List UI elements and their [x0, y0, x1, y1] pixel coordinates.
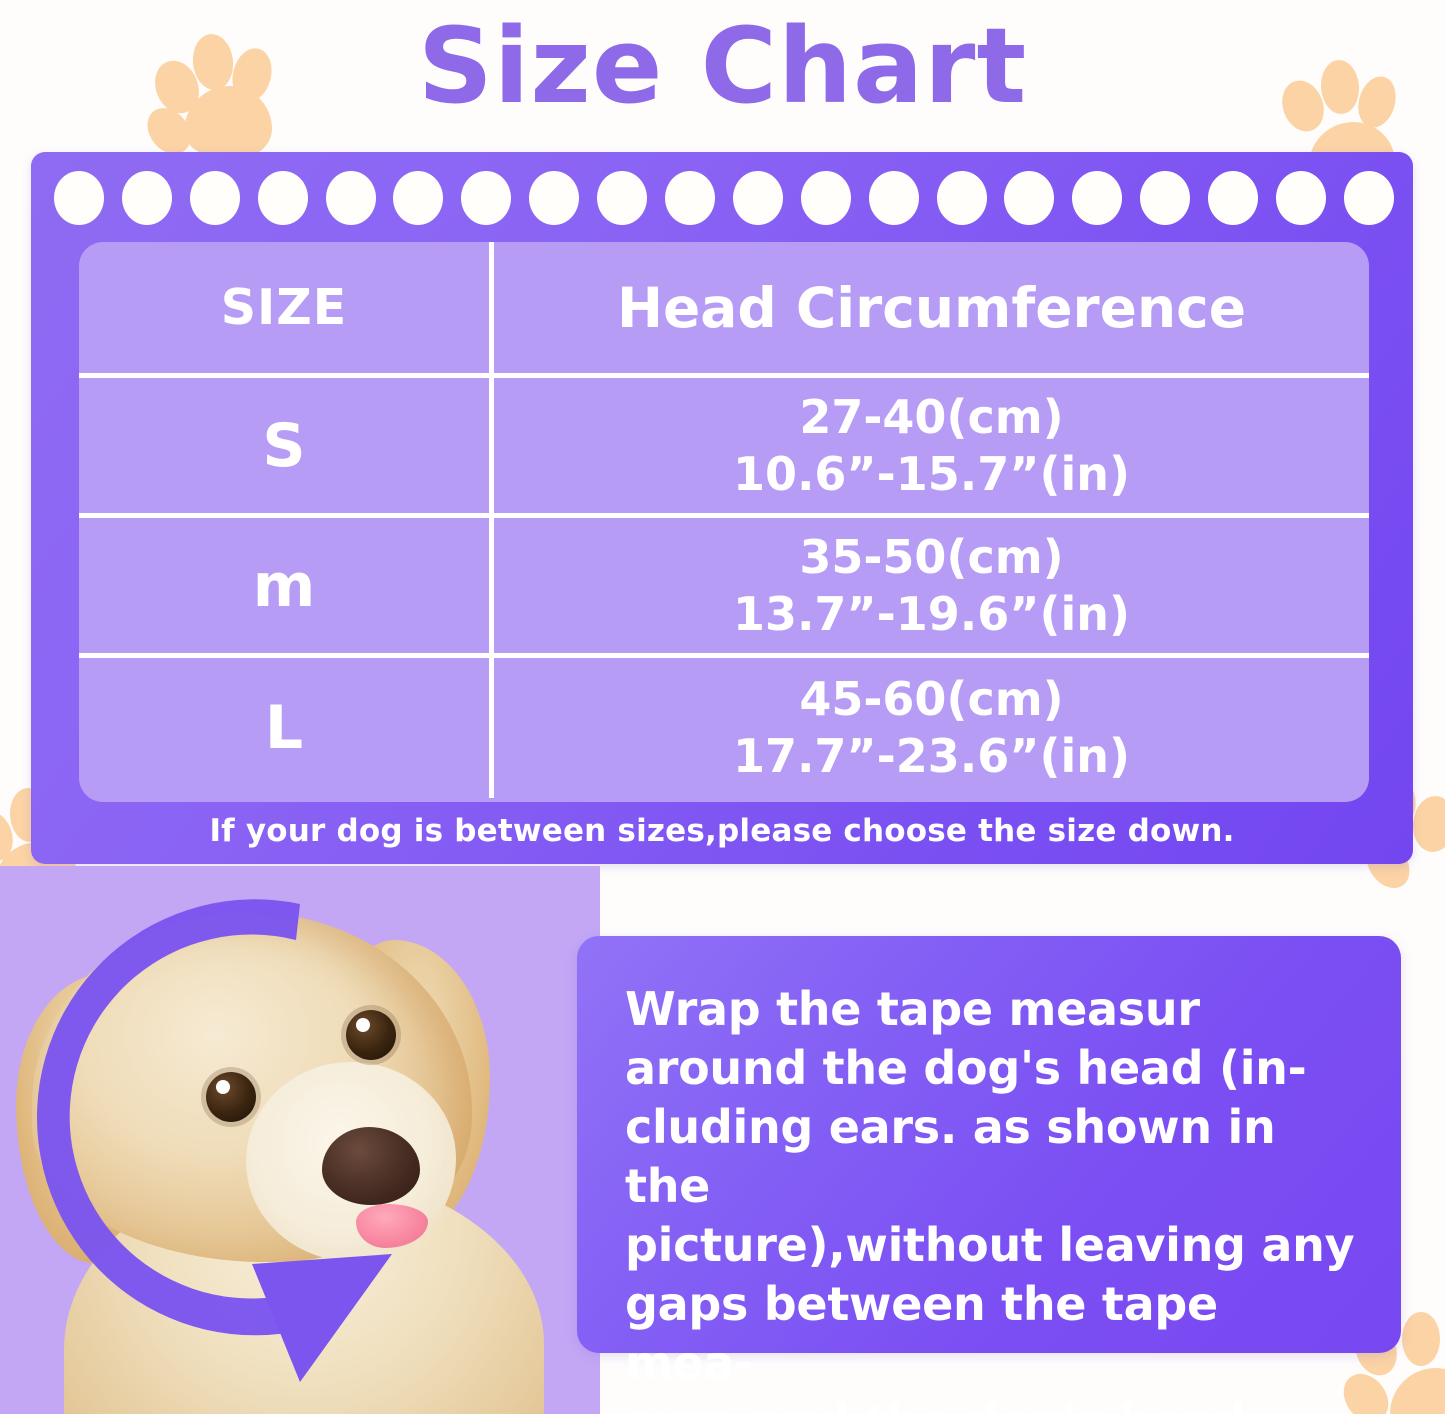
dot: [800, 171, 851, 225]
dot: [461, 171, 512, 225]
dot: [868, 171, 919, 225]
size-label-m: m: [79, 518, 494, 653]
dot: [1072, 171, 1123, 225]
measurement-cm: 45-60(cm): [799, 672, 1064, 726]
size-table: SIZE Head Circumference S 27-40(cm) 10.6…: [79, 242, 1369, 802]
dot: [665, 171, 716, 225]
dot: [1343, 171, 1394, 225]
dot: [732, 171, 783, 225]
table-row: m 35-50(cm) 13.7”-19.6”(in): [79, 518, 1369, 658]
table-row: S 27-40(cm) 10.6”-15.7”(in): [79, 378, 1369, 518]
dot: [1276, 171, 1327, 225]
dot-decoration-strip: [54, 170, 1394, 226]
measurement-in: 17.7”-23.6”(in): [732, 729, 1131, 783]
measurement-l: 45-60(cm) 17.7”-23.6”(in): [494, 658, 1369, 798]
dog-eye-left: [206, 1072, 256, 1122]
dot: [529, 171, 580, 225]
header-head-circumference: Head Circumference: [616, 275, 1247, 340]
dog-portrait-photo: [0, 866, 600, 1414]
dog-illustration: [10, 912, 600, 1414]
dot: [121, 171, 172, 225]
dot: [1140, 171, 1191, 225]
measurement-in: 10.6”-15.7”(in): [732, 446, 1131, 501]
table-row: L 45-60(cm) 17.7”-23.6”(in): [79, 658, 1369, 798]
size-chart-card: SIZE Head Circumference S 27-40(cm) 10.6…: [31, 152, 1413, 864]
measurement-cm: 27-40(cm): [799, 389, 1064, 444]
table-header-row: SIZE Head Circumference: [79, 242, 1369, 378]
dog-nose: [322, 1127, 420, 1205]
instruction-text: Wrap the tape measur around the dog's he…: [625, 982, 1355, 1414]
dot: [1208, 171, 1259, 225]
dot: [257, 171, 308, 225]
measurement-m: 35-50(cm) 13.7”-19.6”(in): [494, 518, 1369, 653]
page-title: Size Chart: [417, 5, 1028, 127]
measurement-in: 13.7”-19.6”(in): [732, 586, 1131, 641]
dot: [189, 171, 240, 225]
dot: [1004, 171, 1055, 225]
dot: [936, 171, 987, 225]
dot: [325, 171, 376, 225]
size-label-l: L: [79, 658, 494, 798]
measurement-cm: 35-50(cm): [799, 529, 1064, 584]
dot: [54, 171, 104, 225]
measuring-instruction-box: Wrap the tape measur around the dog's he…: [577, 936, 1401, 1414]
size-footnote: If your dog is between sizes,please choo…: [209, 813, 1235, 849]
header-size: SIZE: [79, 242, 494, 373]
size-label-s: S: [79, 378, 494, 513]
measurement-s: 27-40(cm) 10.6”-15.7”(in): [494, 378, 1369, 513]
dog-eye-right: [346, 1010, 396, 1060]
dot: [597, 171, 648, 225]
dot: [393, 171, 444, 225]
